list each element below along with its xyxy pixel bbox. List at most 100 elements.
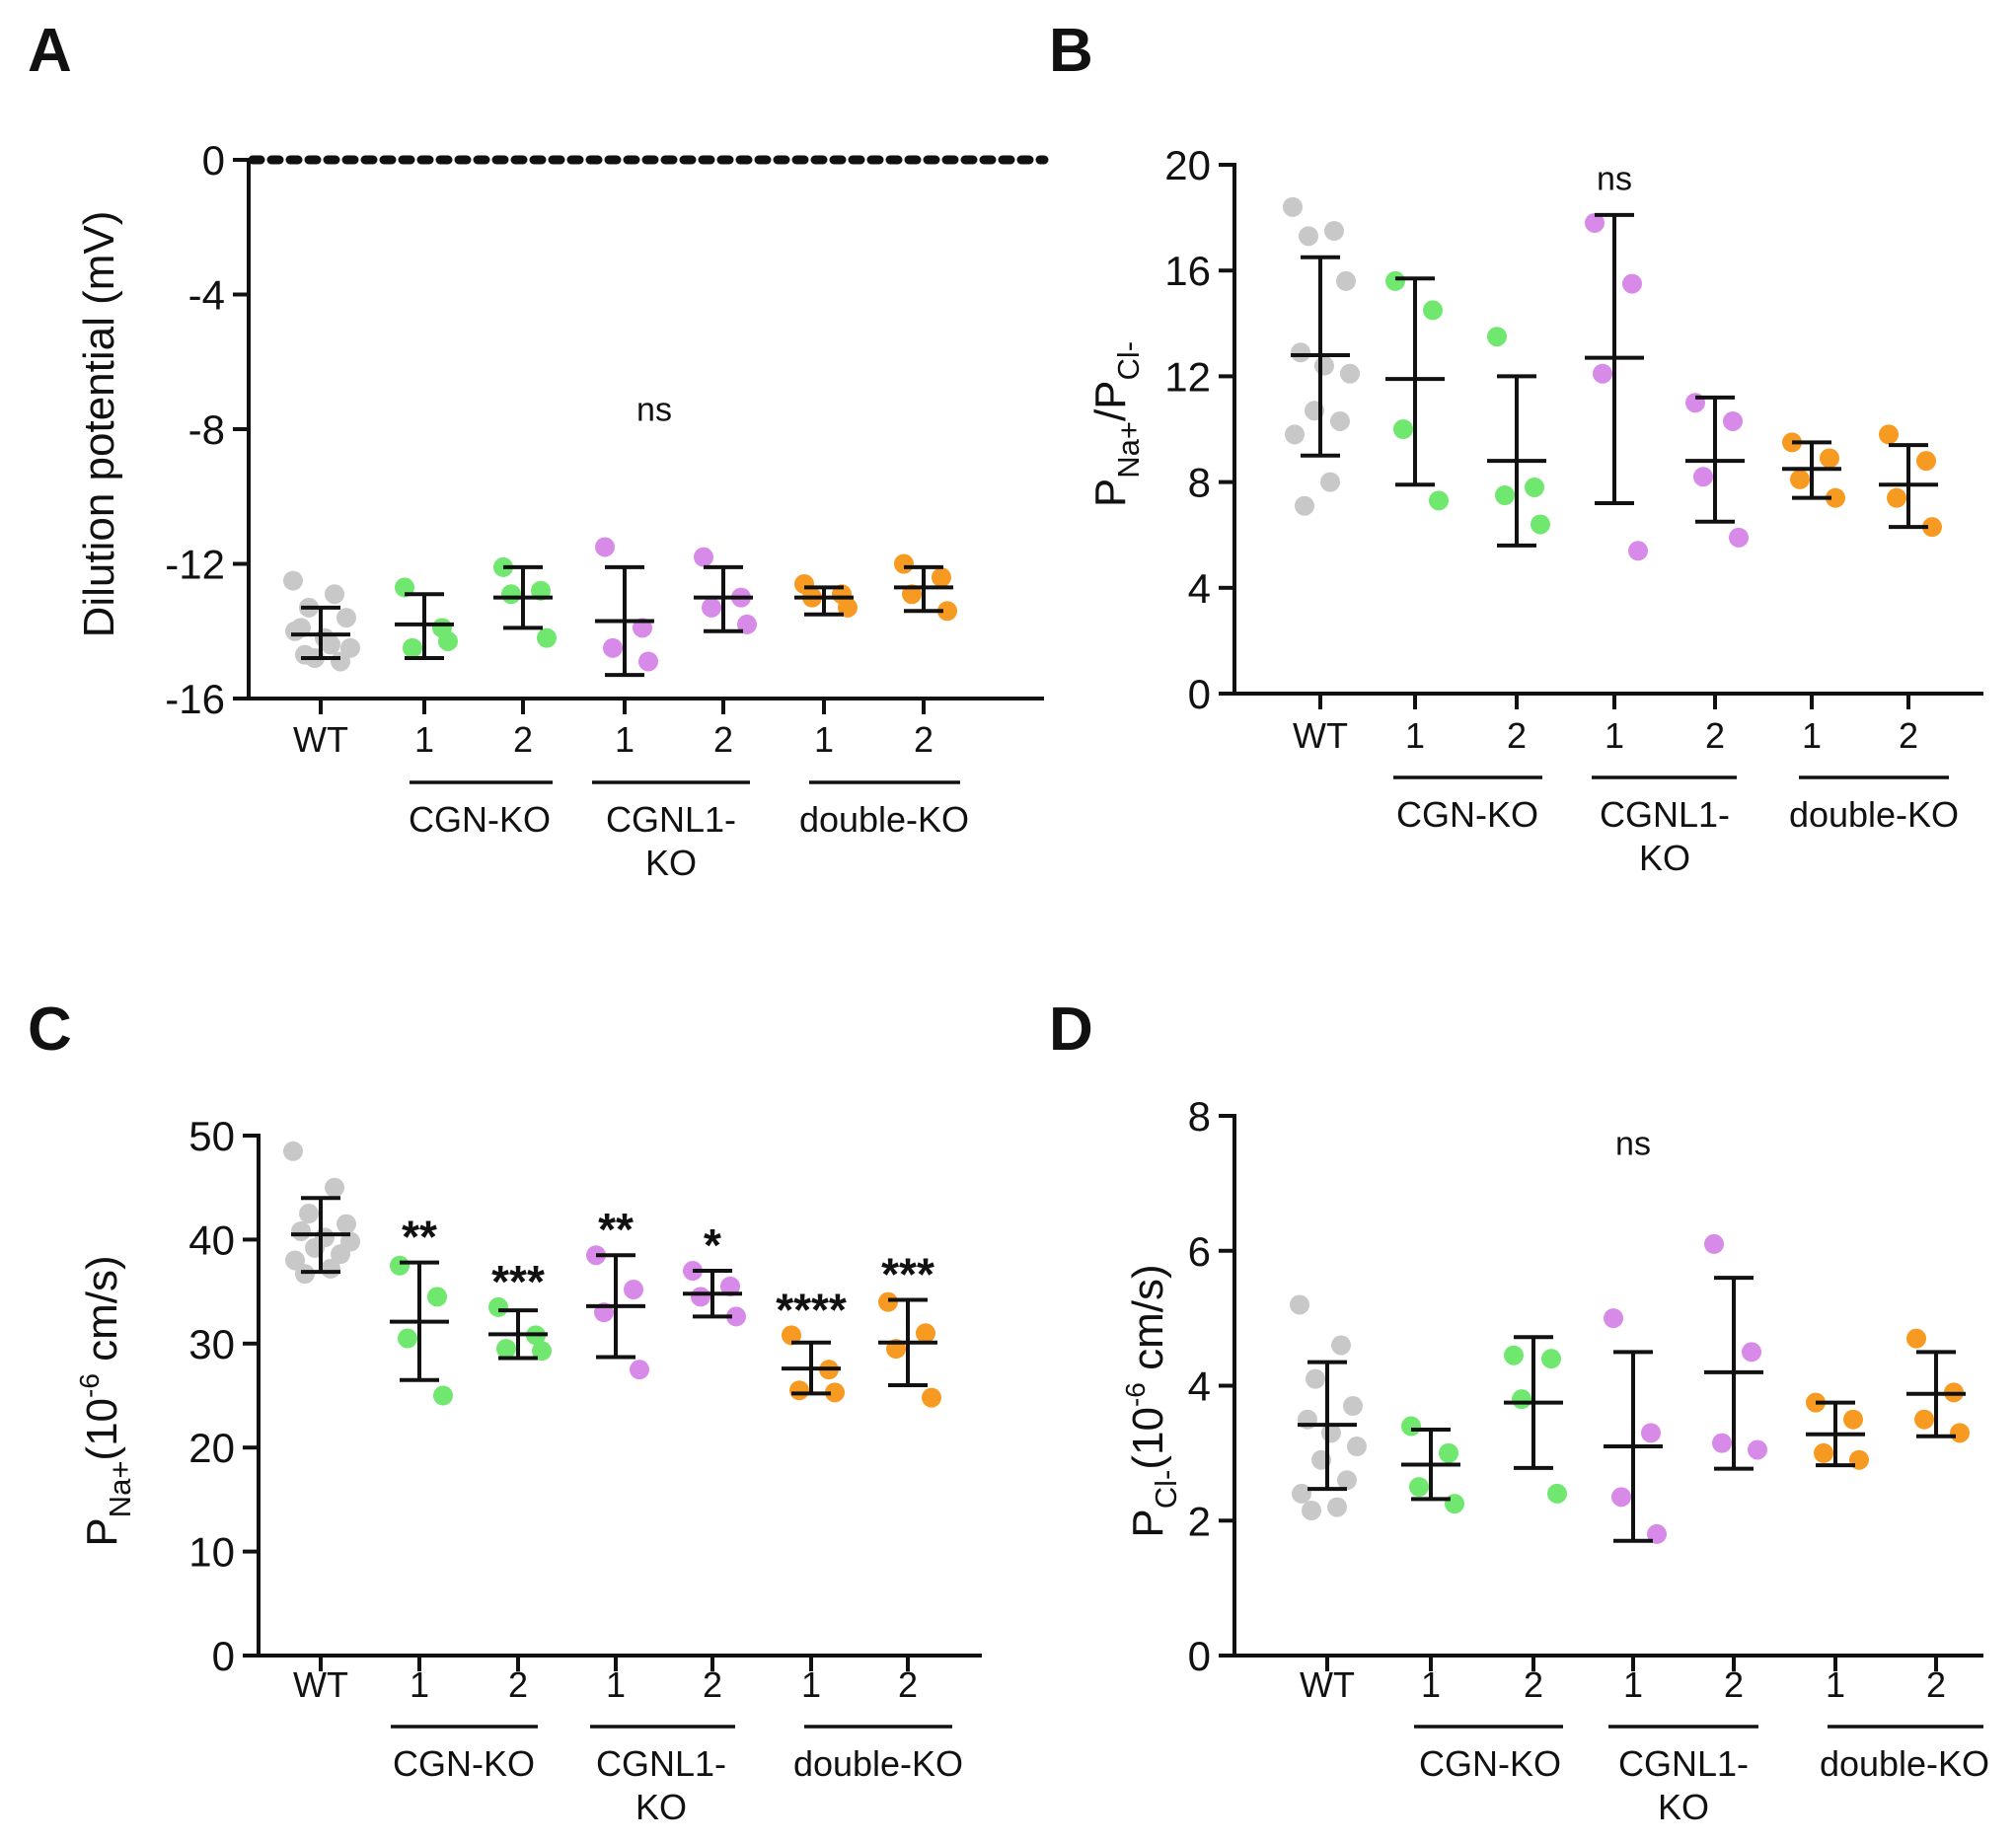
data-point <box>283 570 303 591</box>
group-label-line: double-KO <box>1789 794 1959 835</box>
panel-a: A 0 -4 -8 -12 -16 WT 1 2 1 2 1 2 CGN-KO CGNL1-KO double… <box>28 17 1049 883</box>
data-point <box>1283 196 1303 217</box>
panel-letter: B <box>1049 17 1093 85</box>
x-tick-label: 2 <box>1899 715 1918 756</box>
x-tick-label: 1 <box>1421 1664 1441 1705</box>
group-label-line: CGNL1- <box>1600 794 1730 835</box>
data-point <box>691 1287 710 1307</box>
x-tick-label: 2 <box>1926 1664 1946 1705</box>
data-point <box>1887 487 1906 508</box>
series-cgnl1-ko-2 <box>1685 393 1749 548</box>
group-label: double-KO <box>1820 1743 1989 1784</box>
series-double-ko-1 <box>782 1325 845 1403</box>
data-point <box>878 1291 898 1312</box>
y-tick-label: 0 <box>1188 1633 1211 1679</box>
data-point <box>1593 363 1612 384</box>
data-point <box>321 634 340 655</box>
data-point <box>295 644 315 665</box>
y-tick-label: 6 <box>1188 1228 1211 1275</box>
data-point <box>624 1279 643 1299</box>
data-point <box>1826 487 1845 508</box>
group-label: CGN-KO <box>1419 1743 1561 1784</box>
y-label-subscript: Cl- <box>1149 1470 1183 1510</box>
y-axis-label: Dilution potential (mV) <box>75 211 123 638</box>
x-tick-label: 1 <box>1605 715 1624 756</box>
data-point <box>638 651 658 672</box>
series-double-ko-1 <box>1782 432 1845 508</box>
y-label-part: P <box>1086 479 1135 507</box>
x-tick-label: 2 <box>1705 715 1725 756</box>
y-tick-label: 10 <box>188 1529 235 1576</box>
data-point <box>1495 485 1515 505</box>
data-point <box>1393 419 1413 439</box>
panel-letter: A <box>28 17 72 85</box>
data-point <box>336 608 356 628</box>
panel-letter: D <box>1049 995 1093 1064</box>
data-point <box>1906 1328 1926 1349</box>
series-wt <box>283 1141 360 1285</box>
data-point <box>1330 410 1350 431</box>
data-point <box>825 1382 845 1403</box>
group-label-line: KO <box>1658 1787 1709 1827</box>
y-label-subscript: Na+ <box>1111 421 1146 479</box>
significance-stars: *** <box>881 1249 934 1300</box>
data-point <box>285 621 305 641</box>
data-point <box>532 1341 552 1362</box>
significance-stars: * <box>704 1219 721 1271</box>
group-label-line: CGN-KO <box>409 799 551 840</box>
y-tick-label: 4 <box>1188 565 1211 612</box>
group-label: CGNL1-KO <box>596 1743 726 1827</box>
data-point <box>1292 1483 1311 1504</box>
x-tick-label: 1 <box>410 1664 429 1705</box>
data-point <box>922 1387 941 1408</box>
data-point <box>1693 467 1713 487</box>
data-point <box>1729 527 1749 548</box>
ns-annotation: ns <box>1597 160 1632 197</box>
data-point <box>782 1325 801 1346</box>
data-point <box>1531 514 1550 535</box>
y-label-part: P <box>78 1517 126 1546</box>
y-label-subscript: Cl- <box>1111 341 1146 381</box>
data-point <box>1916 451 1936 472</box>
series-cgn-ko-1 <box>395 577 458 661</box>
data-point <box>1336 270 1356 291</box>
y-axis-label: PCl-(10-6 cm/s) <box>1120 1264 1183 1537</box>
x-tick-label: 1 <box>1623 1664 1643 1705</box>
data-point <box>321 1258 340 1279</box>
group-label: CGN-KO <box>409 799 551 840</box>
data-point <box>1409 1477 1429 1498</box>
data-point <box>1337 1470 1357 1491</box>
series-cgnl1-ko-2 <box>683 1261 746 1327</box>
x-tick-label: 2 <box>914 719 933 760</box>
data-point <box>1290 1294 1309 1315</box>
data-point <box>1487 327 1507 347</box>
data-point <box>694 547 713 567</box>
x-tick-label: WT <box>1300 1664 1355 1705</box>
data-point <box>603 637 623 658</box>
data-point <box>1439 1442 1458 1463</box>
x-tick-label: WT <box>293 719 348 760</box>
x-tick-label: 1 <box>1405 715 1425 756</box>
data-point <box>720 1276 740 1296</box>
y-label-superscript: -6 <box>74 1373 105 1398</box>
group-label-line: CGN-KO <box>1419 1743 1561 1784</box>
y-axis-label: PNa+(10-6 cm/s) <box>74 1255 137 1546</box>
x-tick-label: 2 <box>1524 1664 1543 1705</box>
data-point <box>1423 300 1443 321</box>
significance-stars: *** <box>491 1256 545 1307</box>
series-double-ko-2 <box>894 553 957 622</box>
x-tick-label: 2 <box>898 1664 918 1705</box>
panel-c: C 0 10 20 30 40 50 WT 1 2 1 2 1 2 CGN-KO CGNL1-KO double… <box>28 995 982 1827</box>
data-point <box>1291 342 1310 363</box>
data-point <box>1742 1342 1761 1363</box>
data-point <box>894 553 914 574</box>
group-label: double-KO <box>799 799 969 840</box>
data-point <box>291 1220 311 1241</box>
series-double-ko-2 <box>1906 1328 1970 1443</box>
data-point <box>331 651 350 672</box>
group-label-line: double-KO <box>799 799 969 840</box>
y-label-superscript: -6 <box>1120 1382 1151 1407</box>
data-point <box>1879 424 1899 445</box>
series-double-ko-1 <box>794 573 858 618</box>
